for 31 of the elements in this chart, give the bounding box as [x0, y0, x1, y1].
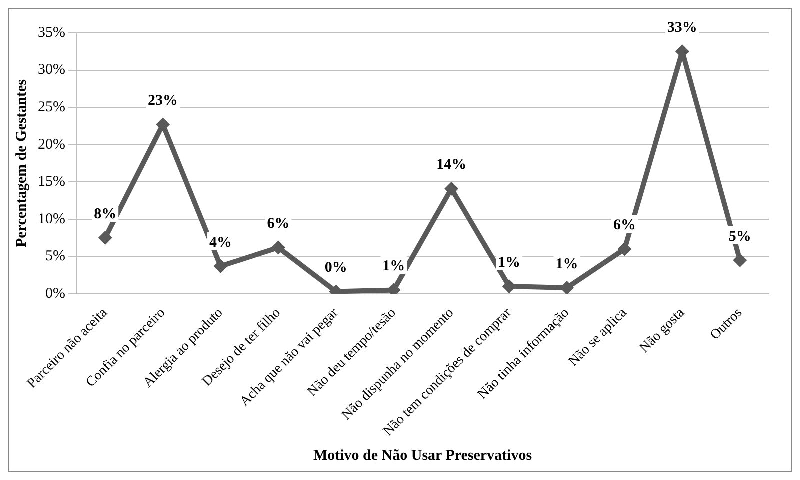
y-tick-label: 15%: [38, 174, 66, 190]
y-tick-label: 20%: [38, 136, 66, 153]
data-label: 6%: [613, 218, 636, 234]
data-label: 4%: [210, 234, 232, 251]
y-tick-label: 25%: [38, 100, 66, 116]
y-tick-label: 35%: [38, 24, 66, 41]
point: [733, 253, 748, 268]
data-label: 8%: [94, 206, 117, 222]
data-label: 33%: [667, 20, 698, 36]
data-label: 5%: [728, 228, 752, 245]
y-tick-label: 0%: [45, 286, 66, 302]
point: [560, 281, 574, 294]
point: [271, 240, 286, 255]
data-label: 23%: [148, 93, 178, 110]
y-tick-label: 5%: [45, 248, 66, 265]
point: [98, 231, 112, 246]
point: [444, 182, 459, 196]
point: [502, 280, 516, 294]
data-label: 0%: [324, 260, 348, 276]
y-tick-label: 30%: [38, 62, 66, 78]
data-label: 1%: [556, 256, 578, 272]
data-label: 14%: [436, 157, 467, 174]
y-tick-label: 10%: [38, 211, 66, 228]
data-label: 6%: [267, 216, 290, 232]
x-axis-title: Motivo de Não Usar Preservativos: [313, 448, 532, 464]
point: [214, 259, 228, 274]
data-label: 1%: [498, 254, 521, 271]
data-label: 1%: [382, 258, 406, 275]
point: [156, 118, 170, 132]
point: [618, 242, 632, 256]
y-axis-title: Percentagem de Gestantes: [14, 79, 30, 248]
